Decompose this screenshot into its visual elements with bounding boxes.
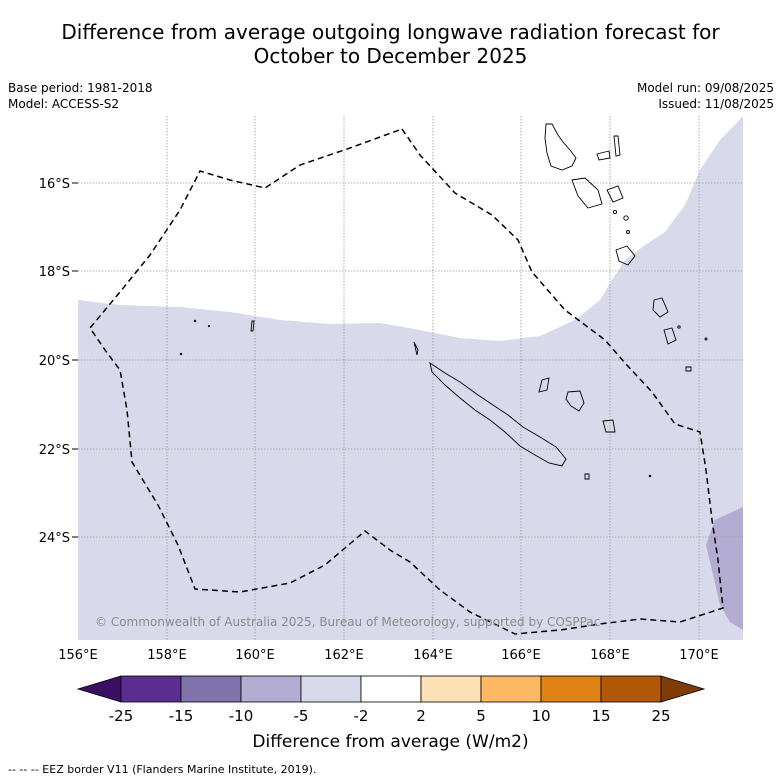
small-islet-a — [626, 230, 630, 234]
chesterfield-islet — [250, 320, 255, 332]
malekula-island — [571, 177, 603, 209]
aneityum-island — [663, 327, 677, 345]
map-title: Difference from average outgoing longwav… — [0, 20, 781, 68]
small-islet-e — [207, 324, 211, 328]
colorbar-bin-6 — [420, 675, 482, 703]
cb-tick-1: -25 — [109, 707, 134, 725]
colorbar-bin-7 — [480, 675, 542, 703]
new-caledonia-coast — [429, 362, 567, 467]
cb-tick-6: 2 — [416, 707, 426, 725]
colorbar-arrow-right — [660, 675, 706, 703]
colorbar-bin-5 — [360, 675, 422, 703]
map-panel: © Commonwealth of Australia 2025, Bureau… — [72, 116, 743, 640]
ambae-island — [596, 150, 611, 161]
longitude-labels: 156°E 158°E 160°E 162°E 164°E 166°E 168°… — [58, 648, 719, 663]
colorbar-bin-9 — [600, 675, 662, 703]
small-islet-b — [677, 325, 681, 329]
lat-label-22s: 22°S — [39, 443, 70, 458]
small-islet-c — [704, 337, 708, 341]
meta-left: Base period: 1981-2018 Model: ACCESS-S2 — [8, 80, 153, 112]
colorbar-bin-1 — [120, 675, 182, 703]
anomaly-region-light — [78, 116, 743, 640]
lat-label-18s: 18°S — [39, 265, 70, 280]
eez-footnote: -- -- -- EEZ border V11 (Flanders Marine… — [8, 763, 317, 776]
lifou-island — [565, 390, 585, 412]
eez-border — [89, 128, 724, 635]
base-period-text: Base period: 1981-2018 — [8, 81, 153, 95]
title-line-1: Difference from average outgoing longwav… — [61, 20, 720, 44]
ouvea-island — [538, 377, 550, 393]
colorbar-bin-3 — [240, 675, 302, 703]
efate-islet — [623, 215, 629, 221]
lat-label-20s: 20°S — [39, 354, 70, 369]
cb-tick-8: 10 — [531, 707, 550, 725]
lon-label-164e: 164°E — [413, 648, 453, 663]
coastlines — [179, 123, 708, 480]
colorbar — [76, 675, 706, 703]
colorbar-label: Difference from average (W/m2) — [252, 732, 529, 752]
model-run-text: Model run: 09/08/2025 — [636, 81, 774, 95]
lon-label-170e: 170°E — [679, 648, 719, 663]
cb-tick-4: -5 — [294, 707, 309, 725]
lon-label-162e: 162°E — [324, 648, 364, 663]
espiritu-santo-coast — [544, 123, 577, 171]
colorbar-bin-8 — [540, 675, 602, 703]
cb-tick-7: 5 — [476, 707, 486, 725]
cb-tick-10: 25 — [651, 707, 670, 725]
model-text: Model: ACCESS-S2 — [8, 97, 120, 111]
cb-tick-3: -10 — [229, 707, 254, 725]
lon-label-158e: 158°E — [147, 648, 187, 663]
isle-of-pines — [584, 473, 590, 480]
erromango-island — [615, 245, 636, 266]
small-islet-g — [648, 474, 652, 478]
colorbar-bin-4 — [300, 675, 362, 703]
hunter-islet — [685, 366, 692, 372]
lat-label-24s: 24°S — [39, 531, 70, 546]
meta-right: Model run: 09/08/2025 Issued: 11/08/2025 — [637, 80, 774, 112]
copyright-text: © Commonwealth of Australia 2025, Bureau… — [95, 615, 600, 629]
shepherd-islet — [612, 209, 618, 215]
lon-label-156e: 156°E — [58, 648, 98, 663]
issued-text: Issued: 11/08/2025 — [658, 97, 774, 111]
latitude-labels: 16°S 18°S 20°S 22°S 24°S — [39, 177, 70, 546]
colorbar-ticks: -25 -15 -10 -5 -2 2 5 10 15 25 — [109, 707, 671, 725]
cb-tick-2: -15 — [169, 707, 194, 725]
cb-tick-5: -2 — [354, 707, 369, 725]
efate-island — [606, 185, 624, 203]
tanna-island — [652, 297, 669, 318]
small-islet-d — [193, 319, 197, 323]
colorbar-bin-2 — [180, 675, 242, 703]
colorbar-arrow-left — [76, 675, 122, 703]
cb-tick-9: 15 — [591, 707, 610, 725]
belep-island — [413, 341, 419, 356]
lat-label-16s: 16°S — [39, 177, 70, 192]
lon-label-166e: 166°E — [501, 648, 541, 663]
title-line-2: October to December 2025 — [253, 44, 528, 68]
gridlines — [78, 116, 743, 640]
mare-island — [602, 419, 616, 433]
axis-ticks — [72, 182, 78, 538]
small-islet-f — [179, 352, 183, 356]
lon-label-160e: 160°E — [235, 648, 275, 663]
maewo-island — [613, 135, 621, 157]
lon-label-168e: 168°E — [590, 648, 630, 663]
